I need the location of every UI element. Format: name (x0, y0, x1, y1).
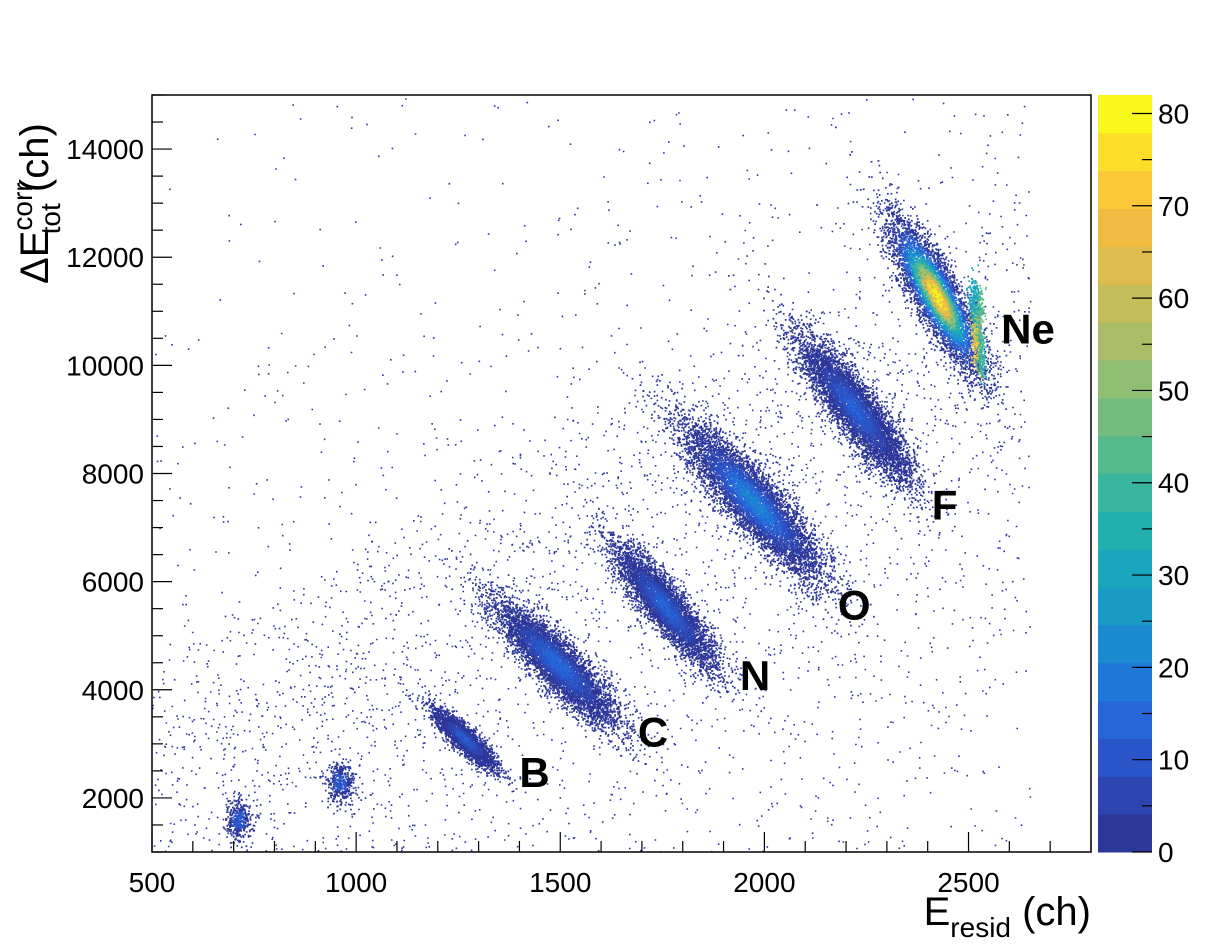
y-axis-title: ΔEcorrtot (ch) (7, 123, 66, 284)
x-tick-label: 1000 (325, 867, 387, 898)
color-scale-label: 10 (1158, 745, 1189, 776)
x-tick-label: 2000 (733, 867, 795, 898)
color-scale-swatch (1098, 549, 1152, 588)
color-scale-swatch (1098, 132, 1152, 172)
y-tick-label: 8000 (82, 459, 144, 490)
color-scale-label: 60 (1158, 283, 1189, 314)
small-cluster-2 (222, 792, 262, 852)
color-scale-bar: 0 10 20 30 40 50 60 70 80 (1098, 95, 1189, 868)
band-label-c: C (638, 709, 668, 756)
color-scale-swatch (1098, 397, 1152, 437)
x-tick-label: 1500 (529, 867, 591, 898)
band-label-o: O (838, 581, 871, 628)
band-labels: B C N O F Ne (519, 306, 1054, 796)
color-scale-swatch (1098, 359, 1152, 399)
y-axis: 2000 4000 6000 8000 10000 12000 14000 (66, 94, 172, 853)
color-scale-swatch (1098, 170, 1152, 210)
band-cloud-b (405, 689, 527, 794)
band-label-f: F (932, 481, 958, 528)
ne-ridge (966, 264, 989, 386)
band-cloud-f (728, 263, 950, 534)
color-scale-swatch (1098, 738, 1152, 777)
color-scale-label: 70 (1158, 191, 1189, 222)
band-label-n: N (740, 652, 770, 699)
color-scale-label: 30 (1158, 560, 1189, 591)
color-scale-swatch (1098, 776, 1152, 815)
color-scale-swatch (1098, 95, 1152, 134)
color-scale-swatch (1098, 700, 1152, 739)
y-tick-label: 2000 (82, 783, 144, 814)
color-scale-label: 0 (1158, 837, 1174, 868)
color-scale-swatch (1098, 208, 1152, 247)
color-scale-swatch (1098, 284, 1152, 323)
color-scale-label: 50 (1158, 375, 1189, 406)
color-scale-label: 20 (1158, 652, 1189, 683)
color-scale-swatch (1098, 511, 1152, 550)
color-scale-label: 40 (1158, 468, 1189, 499)
x-axis-title: Eresid (ch) (924, 890, 1091, 943)
color-scale-label: 80 (1158, 98, 1189, 129)
small-cluster-1 (319, 753, 367, 815)
band-cloud-ne (835, 126, 1022, 447)
y-tick-label: 14000 (66, 134, 144, 165)
color-scale-swatch (1098, 624, 1152, 664)
color-scale-swatch (1098, 587, 1152, 626)
y-tick-label: 4000 (82, 675, 144, 706)
plot-area (152, 98, 1032, 852)
band-cloud-o (622, 361, 875, 637)
band-cloud-n (549, 473, 763, 713)
x-axis: 500 1000 1500 2000 2500 (129, 832, 1092, 898)
band-cloud-c (421, 540, 682, 800)
band-label-ne: Ne (1001, 306, 1055, 353)
y-tick-label: 10000 (66, 350, 144, 381)
color-scale-swatch (1098, 662, 1152, 702)
x-tick-label: 500 (129, 867, 176, 898)
y-tick-label: 6000 (82, 567, 144, 598)
band-label-b: B (519, 749, 549, 796)
color-scale-swatch (1098, 322, 1152, 361)
color-scale-swatch (1098, 814, 1152, 853)
color-scale-swatch (1098, 473, 1152, 512)
color-scale-swatch (1098, 246, 1152, 285)
y-tick-label: 12000 (66, 242, 144, 273)
color-scale-swatch (1098, 435, 1152, 474)
x-tick-label: 2500 (937, 867, 999, 898)
